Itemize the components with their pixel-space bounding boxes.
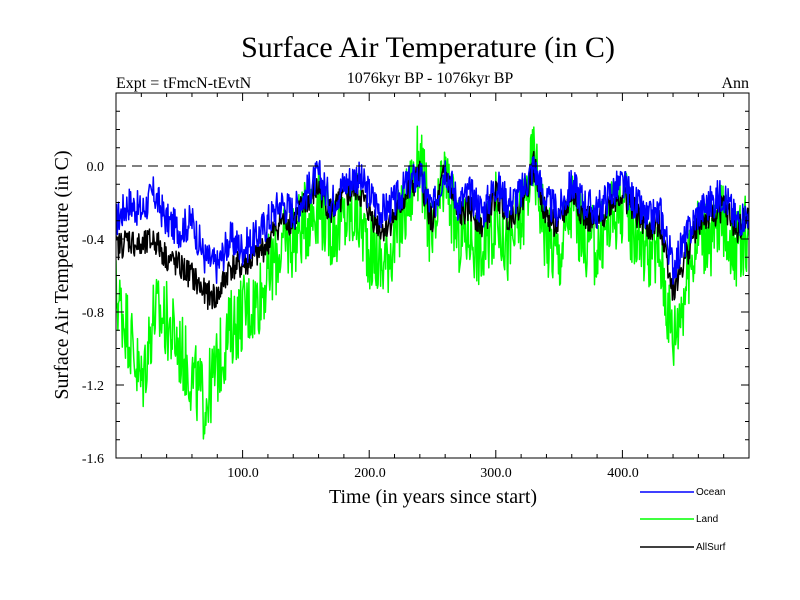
legend-ocean-label: Ocean [696,487,725,498]
chart-title: Surface Air Temperature (in C) [241,31,615,64]
plot-area [115,92,750,459]
y-tick-label: -1.6 [82,452,104,467]
experiment-label: Expt = tFmcN-tEvtN [116,75,252,92]
y-tick-label: -0.4 [82,233,104,248]
legend-land-label: Land [696,514,718,525]
series-line-ocean [116,156,749,285]
series-line-allsurf [116,150,749,311]
legend-allsurf-label: AllSurf [696,542,726,553]
period-label: 1076kyr BP - 1076kyr BP [347,70,514,87]
axis-ticks [116,92,749,459]
y-tick-label: 0.0 [87,160,105,175]
y-axis-label: Surface Air Temperature (in C) [51,150,73,399]
legend: Ocean Land AllSurf [640,487,726,553]
y-tick-label: -1.2 [82,379,104,394]
season-label: Ann [721,75,749,92]
x-tick-label: 100.0 [227,466,259,481]
series-line-land [116,125,749,440]
x-tick-label: 300.0 [480,466,512,481]
x-axis-label: Time (in years since start) [329,486,537,508]
x-tick-label: 400.0 [607,466,639,481]
series-layer [116,125,749,440]
x-tick-label: 200.0 [354,466,386,481]
y-tick-label: -0.8 [82,306,104,321]
